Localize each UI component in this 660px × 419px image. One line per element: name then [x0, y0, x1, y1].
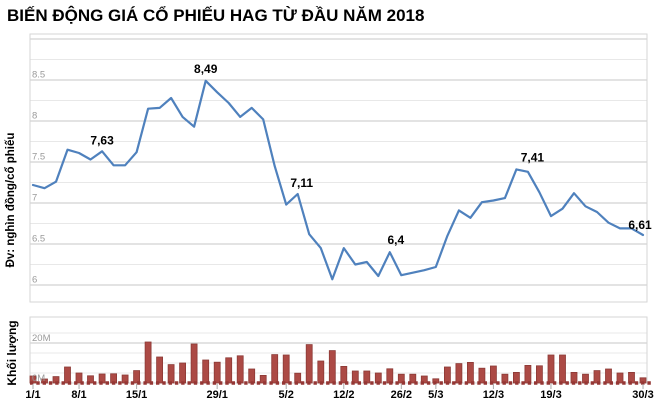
x-axis-label: 12/2 — [333, 389, 354, 401]
volume-bar — [282, 354, 290, 384]
price-point-label: 6,4 — [387, 233, 404, 247]
price-plot-border — [29, 33, 648, 303]
x-axis-label: 5/3 — [428, 389, 443, 401]
price-point-labels: 7,63 8,49 7,11 6,4 7,41 6,61 — [90, 62, 652, 247]
price-gridlines — [30, 38, 647, 286]
volume-bar — [328, 350, 336, 384]
price-y-axis-title: Đv: nghìn đồng/cổ phiếu — [5, 133, 17, 268]
volume-bar — [455, 363, 463, 384]
volume-y-axis-title: Khối lượng — [5, 320, 19, 385]
volume-bar — [443, 366, 451, 384]
volume-bar — [536, 365, 543, 384]
price-ytick-label: 7.5 — [32, 152, 45, 163]
volume-bar — [397, 373, 405, 384]
volume-bar — [236, 355, 244, 384]
volume-ytick-labels: 20M 0M — [32, 333, 51, 384]
volume-ytick-label: 20M — [32, 333, 51, 344]
x-axis-label: 15/1 — [126, 389, 147, 401]
volume-bar — [213, 361, 221, 384]
volume-bar — [351, 370, 359, 384]
volume-bar — [340, 365, 348, 384]
volume-bar — [133, 370, 141, 384]
price-point-label: 7,41 — [521, 150, 545, 164]
volume-ytick-label: 0M — [32, 373, 45, 384]
volume-bar — [409, 373, 417, 384]
volume-plot-border — [29, 316, 648, 384]
x-axis-label: 26/2 — [391, 389, 412, 401]
volume-bar — [524, 364, 532, 384]
x-axis-label: 5/2 — [279, 389, 294, 401]
volume-bar — [167, 364, 175, 384]
volume-bar — [202, 359, 210, 384]
x-axis-label: 19/3 — [540, 389, 561, 401]
volume-bar — [559, 354, 566, 384]
volume-bar — [156, 356, 164, 384]
price-point-label: 6,61 — [628, 218, 652, 232]
volume-gridlines — [30, 332, 647, 374]
volume-bar — [305, 344, 313, 384]
volume-bar — [248, 368, 256, 384]
price-ytick-label: 7 — [32, 193, 37, 204]
volume-bar — [64, 366, 71, 384]
volume-bar — [489, 365, 497, 384]
volume-bar — [271, 354, 279, 384]
price-point-label: 7,11 — [290, 176, 313, 190]
price-ytick-label: 6.5 — [32, 234, 45, 245]
price-ytick-label: 8.5 — [32, 70, 45, 81]
volume-bar — [593, 370, 601, 384]
volume-bar — [466, 361, 474, 384]
volume-bar — [547, 354, 555, 384]
x-axis-label: 12/3 — [483, 389, 504, 401]
volume-bar — [317, 360, 325, 384]
price-ytick-labels: 8.5 8 7.5 7 6.5 6 — [32, 70, 45, 286]
x-axis-label: 30/3 — [632, 389, 653, 401]
x-axis-labels: 1/1 8/1 15/1 29/1 5/2 12/2 26/2 5/3 12/3 19/3 30/3 — [25, 384, 654, 401]
price-point-label: 8,49 — [194, 62, 218, 76]
x-axis-label: 1/1 — [25, 389, 40, 401]
price-ytick-label: 6 — [32, 275, 37, 286]
price-chart-panel: 8.5 8 7.5 7 6.5 6 7,63 8,49 7,11 6,4 7,41 6,61 Đv:… — [5, 33, 652, 303]
volume-bar — [605, 368, 612, 384]
volume-bar — [616, 372, 624, 384]
volume-bar — [144, 341, 152, 384]
price-point-label: 7,63 — [90, 133, 114, 147]
volume-bar — [190, 343, 198, 384]
volume-bar — [225, 357, 233, 384]
price-ytick-label: 8 — [32, 111, 37, 122]
x-axis-label: 29/1 — [206, 389, 227, 401]
volume-bar — [87, 375, 94, 384]
volume-bar — [478, 367, 486, 384]
volume-bar — [75, 372, 83, 384]
volume-bar — [386, 368, 394, 384]
x-axis-label: 8/1 — [71, 389, 86, 401]
volume-chart-panel: 20M 0M Khối lượng — [5, 316, 652, 386]
volume-bar — [420, 375, 428, 384]
volume-bars — [29, 341, 647, 384]
volume-bar — [179, 362, 187, 384]
price-line-series — [31, 79, 645, 281]
chart-title: BIẾN ĐỘNG GIÁ CỔ PHIẾU HAG TỪ ĐẦU NĂM 20… — [7, 6, 425, 25]
